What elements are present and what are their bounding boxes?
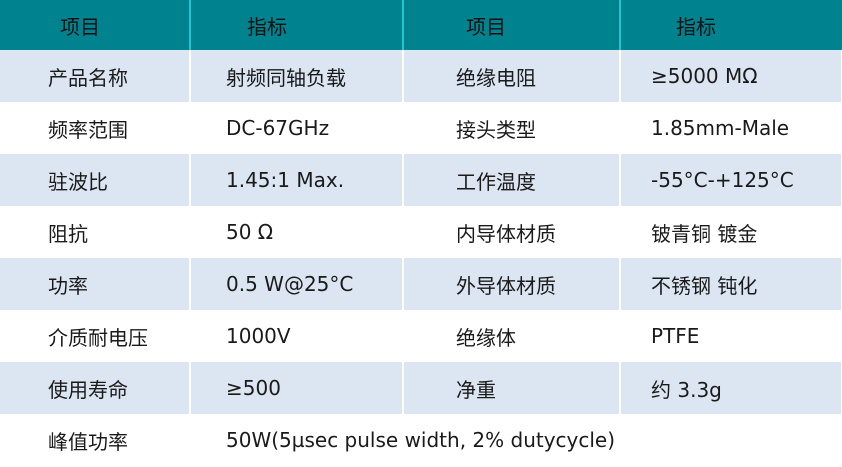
spec-cell: 约 3.3g bbox=[620, 362, 842, 414]
spec-cell: 0.5 W@25°C bbox=[190, 258, 404, 310]
spec-cell: 铍青铜 镀金 bbox=[651, 221, 758, 246]
item-cell: 接头类型 bbox=[403, 102, 621, 154]
spec-cell: -55°C-+125°C bbox=[620, 154, 842, 206]
item-cell: 驻波比 bbox=[0, 154, 191, 206]
table-row: 驻波比 1.45:1 Max. 工作温度 -55°C-+125°C bbox=[0, 154, 842, 206]
item-cell: 功率 bbox=[0, 258, 191, 310]
table-row: 阻抗 50 Ω 内导体材质 铍青铜 镀金 bbox=[0, 206, 842, 258]
spec-cell: DC-67GHz bbox=[190, 102, 404, 154]
item-cell: 介质耐电压 bbox=[0, 310, 191, 362]
header-item: 项目 bbox=[403, 0, 621, 50]
item-cell: 内导体材质 bbox=[403, 206, 621, 258]
spec-cell: 射频同轴负载 bbox=[190, 50, 404, 102]
table-row: 峰值功率 50W(5µsec pulse width, 2% dutycycle) bbox=[0, 414, 842, 466]
item-cell: 频率范围 bbox=[0, 102, 191, 154]
item-cell: 外导体材质 bbox=[403, 258, 621, 310]
header-row: 项目 指标 项目 指标 bbox=[0, 0, 842, 50]
table-row: 功率 0.5 W@25°C 外导体材质 不锈钢 钝化 bbox=[0, 258, 842, 310]
item-cell: 工作温度 bbox=[403, 154, 621, 206]
spec-cell: PTFE bbox=[651, 324, 700, 348]
spec-cell: 1000V bbox=[190, 310, 404, 362]
spec-cell: 1.45:1 Max. bbox=[190, 154, 404, 206]
item-cell: 绝缘体 bbox=[403, 310, 621, 362]
item-cell: 峰值功率 bbox=[0, 414, 191, 466]
item-cell: 绝缘电阻 bbox=[403, 50, 621, 102]
item-cell: 产品名称 bbox=[0, 50, 191, 102]
spec-cell: 不锈钢 钝化 bbox=[620, 258, 842, 310]
spec-cell: ≥5000 MΩ bbox=[620, 50, 842, 102]
header-item: 项目 bbox=[0, 0, 191, 50]
table-row: 使用寿命 ≥500 净重约 3.3g bbox=[0, 362, 842, 414]
item-cell: 净重 bbox=[403, 362, 621, 414]
table-row: 频率范围 DC-67GHz 接头类型 1.85mm-Male bbox=[0, 102, 842, 154]
header-spec: 指标 bbox=[620, 0, 842, 50]
spec-cell: 50 Ω bbox=[190, 206, 404, 258]
header-spec: 指标 bbox=[190, 0, 404, 50]
item-cell: 使用寿命 bbox=[0, 362, 191, 414]
item-cell: 阻抗 bbox=[0, 206, 191, 258]
spec-cell: ≥500 bbox=[190, 362, 404, 414]
table-row: 介质耐电压 1000V 绝缘体 PTFE bbox=[0, 310, 842, 362]
table-row: 产品名称 射频同轴负载 绝缘电阻 ≥5000 MΩ bbox=[0, 50, 842, 102]
spec-cell: 50W(5µsec pulse width, 2% dutycycle) bbox=[226, 428, 616, 452]
spec-cell: 1.85mm-Male bbox=[651, 116, 790, 140]
